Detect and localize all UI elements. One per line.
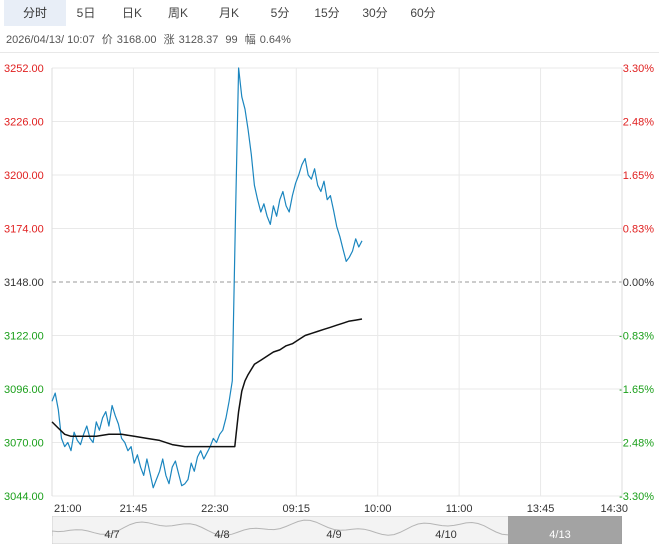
y-tick-label-right: 2.48% <box>623 117 654 129</box>
x-tick-label: 21:00 <box>54 503 82 515</box>
y-tick-label-left: 3044.00 <box>4 491 44 503</box>
info-change-label: 涨 <box>163 34 175 46</box>
x-tick-label: 10:00 <box>364 503 392 515</box>
info-price: 3168.00 <box>116 34 157 46</box>
period-tabs: 分时 5日 日K 周K 月K 5分 15分 30分 60分 <box>0 0 659 26</box>
x-tick-label: 09:15 <box>283 503 311 515</box>
x-tick-label: 22:30 <box>201 503 229 515</box>
y-tick-label-right: 1.65% <box>623 170 654 182</box>
navigator-date-label: 4/9 <box>326 529 341 541</box>
y-tick-label-right: 0.83% <box>623 224 654 236</box>
tab-daily-k[interactable]: 日K <box>121 6 142 20</box>
navigator-date-label: 4/10 <box>435 529 456 541</box>
y-tick-label-left: 3148.00 <box>4 277 44 289</box>
y-tick-label-left: 3122.00 <box>4 331 44 343</box>
tab-60min[interactable]: 60分 <box>410 6 436 20</box>
date-navigator[interactable]: 4/7 4/8 4/9 4/10 4/13 <box>52 516 622 544</box>
tab-5min[interactable]: 5分 <box>270 6 290 20</box>
info-pct-label: 幅 <box>244 34 256 46</box>
quote-info-bar: 2026/04/13/ 10:07 价 3168.00 涨 3128.37 99 幅… <box>6 32 295 48</box>
y-tick-label-right: -3.30% <box>619 491 654 503</box>
y-tick-label-right: -1.65% <box>619 384 654 396</box>
y-tick-label-left: 3200.00 <box>4 170 44 182</box>
y-tick-label-right: -0.83% <box>619 331 654 343</box>
y-tick-label-right: 0.00% <box>623 277 654 289</box>
y-tick-label-right: 2.48% <box>623 438 654 450</box>
tab-intraday[interactable]: 分时 <box>4 0 66 26</box>
navigator-date-label: 4/13 <box>549 529 570 541</box>
y-tick-label-left: 3070.00 <box>4 438 44 450</box>
info-change-points: 99 <box>225 34 238 46</box>
header-divider <box>0 52 659 53</box>
navigator-selection[interactable] <box>508 516 622 544</box>
navigator-date-label: 4/8 <box>214 529 229 541</box>
navigator-date-label: 4/7 <box>104 529 119 541</box>
tab-weekly-k[interactable]: 周K <box>167 6 188 20</box>
x-tick-label: 21:45 <box>120 503 148 515</box>
y-tick-label-left: 3174.00 <box>4 224 44 236</box>
y-tick-label-left: 3226.00 <box>4 117 44 129</box>
info-change-value: 3128.37 <box>178 34 219 46</box>
y-tick-label-right: 3.30% <box>623 63 654 75</box>
tab-30min[interactable]: 30分 <box>362 6 388 20</box>
y-tick-label-left: 3096.00 <box>4 384 44 396</box>
x-tick-label: 14:30 <box>600 503 628 515</box>
x-tick-label: 11:00 <box>446 503 473 515</box>
navigator-sparkline <box>52 519 509 536</box>
price-line <box>51 67 363 489</box>
tab-15min[interactable]: 15分 <box>314 6 340 20</box>
average-price-line <box>51 318 363 448</box>
tab-monthly-k[interactable]: 月K <box>218 6 239 20</box>
info-pct-value: 0.64% <box>259 34 291 46</box>
info-datetime: 2026/04/13/ 10:07 <box>6 34 95 46</box>
x-tick-label: 13:45 <box>527 503 555 515</box>
y-tick-label-left: 3252.00 <box>4 63 44 75</box>
tab-5day[interactable]: 5日 <box>76 6 96 20</box>
info-price-label: 价 <box>101 34 113 46</box>
